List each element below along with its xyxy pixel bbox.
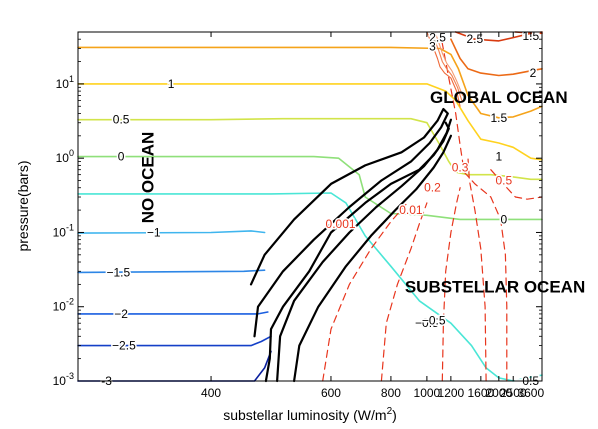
contour-label--2.5: −2.5 bbox=[112, 339, 136, 353]
contour-label--2: −2 bbox=[114, 307, 128, 321]
contour-label-2: 2 bbox=[530, 66, 537, 80]
x-tick-label: 800 bbox=[381, 386, 401, 400]
region-label-substellar-ocean: SUBSTELLAR OCEAN bbox=[405, 278, 585, 297]
contour-label-extra: 3 bbox=[429, 39, 436, 53]
contour-line-0.5-dashed bbox=[439, 31, 508, 382]
contour-label-0: 0 bbox=[118, 150, 125, 164]
y-tick-label: 10-3 bbox=[53, 371, 74, 388]
contour-label-1.5: 1.5 bbox=[490, 111, 507, 125]
contour-line-upper-cluster-a bbox=[426, 31, 461, 107]
contour-label-1: 1 bbox=[168, 77, 175, 91]
plot-frame bbox=[77, 31, 543, 382]
contour-line-1.5 bbox=[77, 46, 543, 119]
contour-line-red-dashed-right bbox=[490, 169, 543, 200]
contour-label-extra: 2.5 bbox=[429, 31, 446, 45]
contour-line--1 bbox=[77, 230, 266, 234]
contour-line-1 bbox=[77, 83, 543, 161]
contour-label-0.01: 0.01 bbox=[399, 203, 423, 217]
contour-line-no-ocean-boundary-c bbox=[276, 118, 452, 383]
region-labels: GLOBAL OCEAN SUBSTELLAR OCEAN NO OCEAN bbox=[139, 88, 586, 296]
contour-label-extra: 1 bbox=[495, 150, 502, 164]
y-tick-label: 100 bbox=[56, 148, 74, 165]
x-axis-title: substellar luminosity (W/m2) bbox=[223, 406, 397, 423]
y-tick-label: 10-1 bbox=[53, 222, 74, 239]
x-tick-label: 1600 bbox=[467, 386, 494, 400]
region-label-global-ocean: GLOBAL OCEAN bbox=[430, 88, 568, 107]
contour-label-0.1: 0.2 bbox=[424, 181, 441, 195]
y-axis-title: pressure(bars) bbox=[15, 160, 31, 251]
contour-lines bbox=[77, 31, 543, 383]
contour-line-0.5 bbox=[77, 117, 543, 181]
x-tick-label: 1200 bbox=[438, 386, 465, 400]
x-tick-label: 1000 bbox=[414, 386, 441, 400]
contour-line-2 bbox=[450, 38, 543, 77]
contour-label--1: −1 bbox=[147, 225, 161, 239]
contour-label-2.5: 2.5 bbox=[467, 32, 484, 46]
contour-line-no-ocean-boundary-b bbox=[249, 107, 449, 338]
contour-line-0.01 bbox=[380, 202, 428, 382]
contour-label--1.5: −1.5 bbox=[106, 265, 130, 279]
region-label-no-ocean: NO OCEAN bbox=[139, 132, 158, 224]
x-tick-label: 2000 bbox=[485, 386, 512, 400]
contour-label-extra: −0.5 bbox=[422, 314, 446, 328]
x-tick-label: 400 bbox=[201, 386, 221, 400]
contour-label-0.5: 0.5 bbox=[113, 113, 130, 127]
contour-label-extra: 0 bbox=[501, 212, 508, 226]
contour-line-0.001 bbox=[322, 202, 408, 382]
x-tick-label: 600 bbox=[321, 386, 341, 400]
contour-line--0.5 bbox=[77, 192, 543, 382]
contour-line-no-ocean-boundary-d bbox=[293, 134, 452, 383]
contour-line-upper-cluster-b bbox=[430, 31, 463, 101]
contour-line-upper-cluster-c bbox=[434, 31, 464, 96]
y-tick-label: 10-2 bbox=[53, 297, 74, 314]
contour-label-0.001: 0.001 bbox=[326, 217, 356, 231]
contour-labels: -3−2.5−2−1.5−1−0.500.511.522.5 1.50.0010.… bbox=[100, 28, 541, 390]
contour-label-0.5-dashed: 0.5 bbox=[496, 174, 513, 188]
contour-line-0.1 bbox=[441, 187, 461, 382]
contour-label--0.5: −0.5 bbox=[415, 316, 439, 330]
x-tick-label: 3600 bbox=[517, 386, 544, 400]
y-tick-label: 101 bbox=[56, 74, 74, 91]
contour-label-0.3: 0.3 bbox=[452, 160, 469, 174]
contour-line--2.5 bbox=[77, 335, 272, 347]
x-tick-label: 2500 bbox=[500, 386, 527, 400]
